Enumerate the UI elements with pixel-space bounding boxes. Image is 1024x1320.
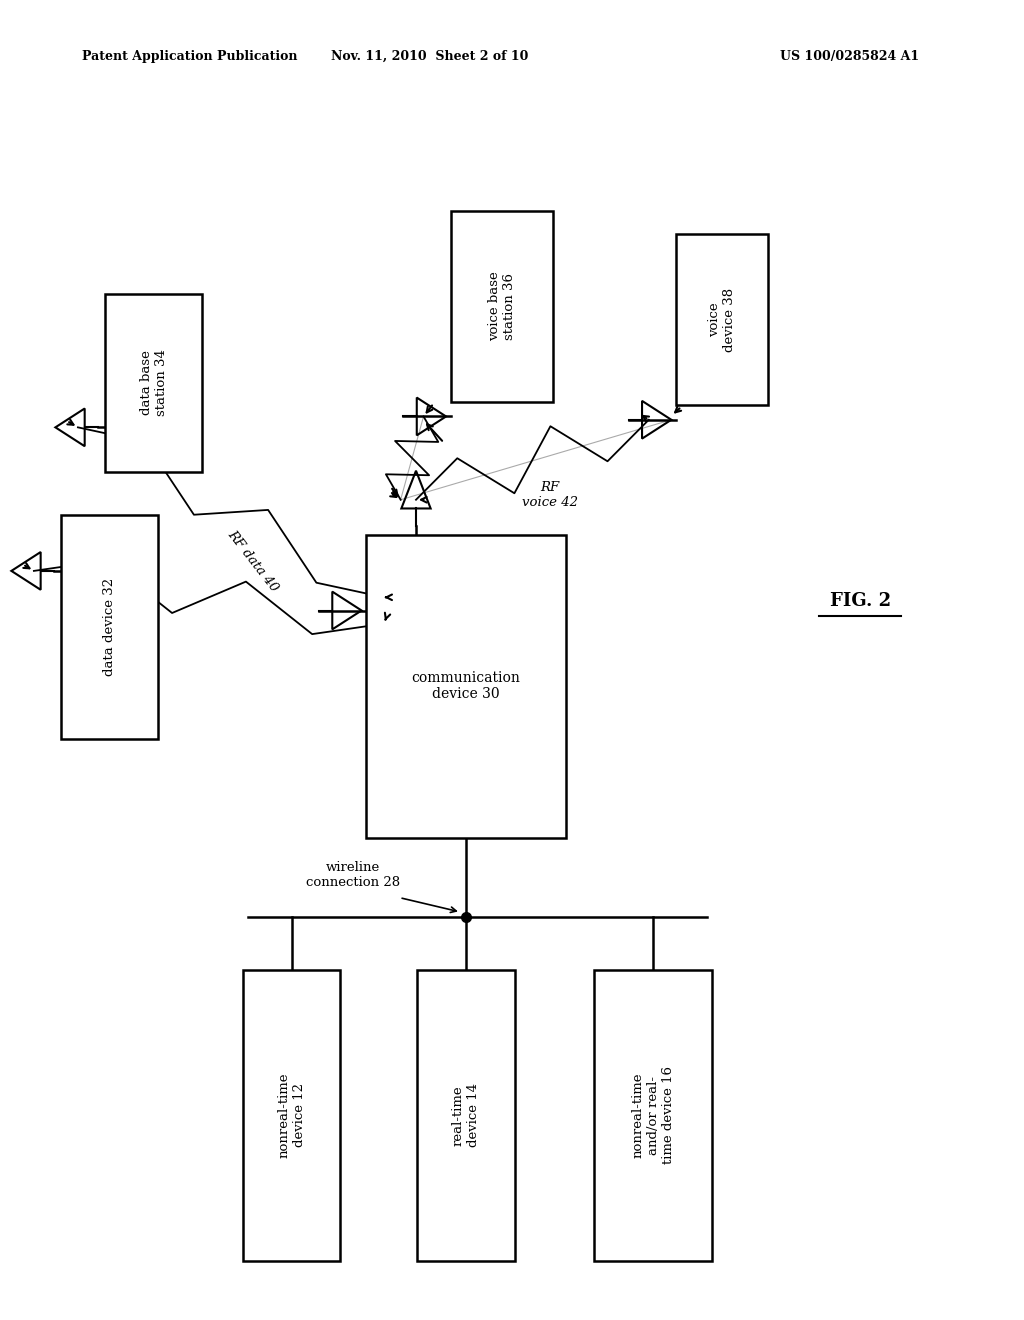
Bar	[676, 234, 768, 405]
Text: RF
voice 42: RF voice 42	[522, 480, 579, 510]
Bar	[418, 970, 515, 1261]
Bar	[594, 970, 713, 1261]
Text: communication
device 30: communication device 30	[412, 672, 520, 701]
Text: Nov. 11, 2010  Sheet 2 of 10: Nov. 11, 2010 Sheet 2 of 10	[332, 50, 528, 63]
Text: nonreal-time
and/or real-
time device 16: nonreal-time and/or real- time device 16	[632, 1067, 675, 1164]
Text: real-time
device 14: real-time device 14	[452, 1084, 480, 1147]
Text: wireline
connection 28: wireline connection 28	[306, 861, 400, 890]
Text: nonreal-time
device 12: nonreal-time device 12	[278, 1073, 306, 1158]
Text: data device 32: data device 32	[103, 578, 116, 676]
Bar	[451, 210, 553, 401]
Text: voice
device 38: voice device 38	[708, 288, 736, 351]
Text: data base
station 34: data base station 34	[139, 350, 168, 416]
Text: US 100/0285824 A1: US 100/0285824 A1	[780, 50, 920, 63]
Bar	[61, 515, 158, 739]
Bar	[367, 535, 565, 838]
Text: Patent Application Publication: Patent Application Publication	[82, 50, 297, 63]
Text: voice base
station 36: voice base station 36	[487, 272, 516, 341]
Text: RF data 40: RF data 40	[225, 528, 281, 594]
Bar	[244, 970, 340, 1261]
Text: FIG. 2: FIG. 2	[829, 591, 891, 610]
Bar	[104, 294, 203, 473]
